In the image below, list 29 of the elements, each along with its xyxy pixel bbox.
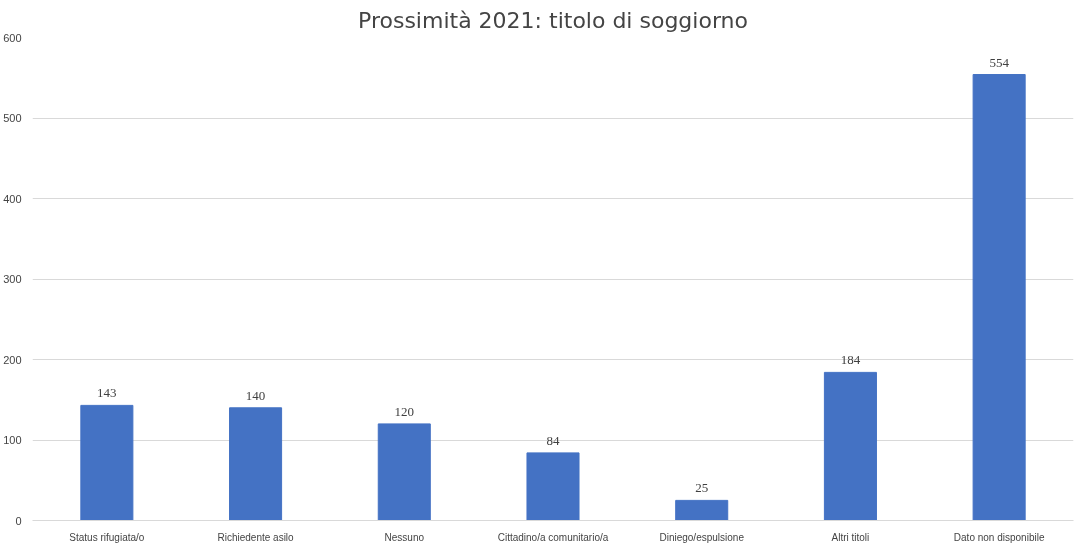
y-tick-label: 500 bbox=[3, 112, 22, 124]
y-tick-label: 100 bbox=[3, 434, 22, 446]
x-tick-label: Cittadino/a comunitario/a bbox=[497, 531, 609, 543]
y-tick-label: 600 bbox=[3, 31, 22, 44]
bar bbox=[526, 452, 580, 521]
data-label: 143 bbox=[97, 385, 117, 401]
bar bbox=[377, 423, 431, 521]
data-label: 140 bbox=[245, 387, 266, 403]
bar bbox=[972, 74, 1026, 521]
x-tick-label: Nessuno bbox=[384, 531, 425, 543]
data-label: 120 bbox=[394, 403, 415, 419]
bar bbox=[80, 404, 134, 521]
bar bbox=[229, 407, 283, 521]
bar bbox=[823, 371, 877, 521]
bar bbox=[675, 499, 729, 521]
data-label: 84 bbox=[546, 432, 560, 448]
data-label: 25 bbox=[695, 480, 709, 496]
x-tick-label: Diniego/espulsione bbox=[659, 531, 745, 543]
x-tick-label: Status rifugiata/o bbox=[69, 531, 145, 543]
y-tick-label: 200 bbox=[3, 353, 22, 366]
data-label: 554 bbox=[989, 54, 1010, 70]
x-tick-label: Altri titoli bbox=[831, 531, 870, 543]
data-label: 184 bbox=[840, 352, 861, 368]
x-tick-label: Dato non disponibile bbox=[953, 531, 1045, 543]
y-tick-label: 300 bbox=[3, 273, 22, 285]
x-tick-label: Richiedente asilo bbox=[217, 531, 295, 543]
chart-title: Prossimità 2021: titolo di soggiorno bbox=[358, 7, 748, 33]
y-tick-label: 400 bbox=[3, 192, 22, 205]
y-tick-label: 0 bbox=[15, 514, 22, 527]
